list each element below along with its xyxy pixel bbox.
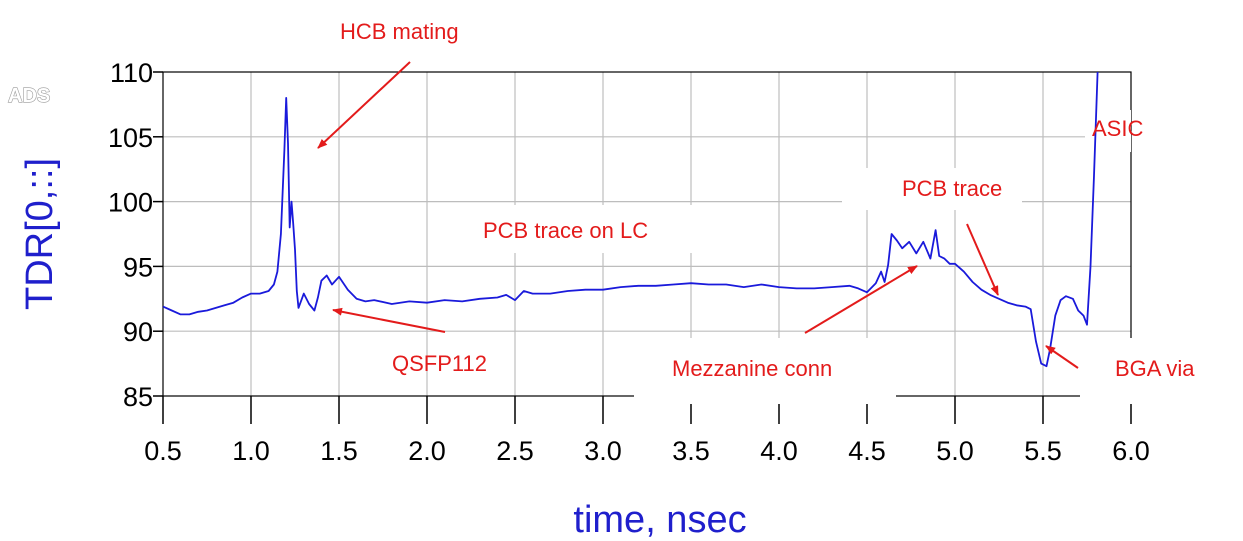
x-tick-label: 3.5 [672, 436, 710, 466]
annotation-arrows [317, 61, 1079, 369]
y-tick-label: 90 [123, 317, 153, 347]
annotation-qsfp112: QSFP112 [392, 351, 487, 376]
arrow-hcb-mating [317, 61, 411, 149]
x-tick-label: 1.5 [320, 436, 358, 466]
y-tick-label: 85 [123, 382, 153, 412]
x-tick-label: 1.0 [232, 436, 270, 466]
annotation-bga-via: BGA via [1115, 356, 1195, 381]
arrow-qsfp112 [332, 307, 446, 333]
annotation-pcb-trace: PCB trace [902, 176, 1002, 201]
annotation-hcb-mating: HCB mating [340, 19, 459, 44]
label-backdrop-bga [1080, 338, 1140, 404]
label-backdrop-mezz [634, 338, 896, 404]
x-tick-label: 2.0 [408, 436, 446, 466]
x-tick-label: 5.5 [1024, 436, 1062, 466]
arrow-pcb-trace [966, 223, 999, 296]
x-axis-ticks: 0.5 1.0 1.5 2.0 2.5 3.0 3.5 4.0 4.5 5.0 5.5 6.0 [144, 396, 1150, 466]
annotation-pcb-trace-on-lc: PCB trace on LC [483, 218, 648, 243]
y-tick-label: 105 [108, 123, 153, 153]
label-backdrop-asic [1085, 110, 1131, 152]
label-backdrop-lc [450, 205, 700, 253]
series-line [162, 71, 1099, 368]
x-tick-label: 4.0 [760, 436, 798, 466]
annotation-mezzanine-conn: Mezzanine conn [672, 356, 832, 381]
x-tick-label: 3.0 [584, 436, 622, 466]
x-tick-label: 4.5 [848, 436, 886, 466]
y-axis-title: TDR[0,::] [19, 158, 61, 310]
label-backdrop-pcb [842, 168, 1022, 210]
x-tick-label: 6.0 [1112, 436, 1150, 466]
x-tick-label: 5.0 [936, 436, 974, 466]
x-axis-title: time, nsec [573, 499, 746, 541]
ads-logo: ADS [8, 85, 50, 107]
y-tick-label: 110 [110, 58, 153, 88]
y-tick-label: 95 [123, 252, 153, 282]
arrow-bga-via [1045, 345, 1079, 369]
arrow-mezzanine-conn [804, 265, 918, 334]
x-tick-label: 2.5 [496, 436, 534, 466]
x-tick-label: 0.5 [144, 436, 182, 466]
y-axis-ticks: 85 90 95 100 105 110 [108, 58, 163, 412]
annotation-asic: ASIC [1092, 116, 1143, 141]
y-tick-label: 100 [108, 188, 153, 218]
